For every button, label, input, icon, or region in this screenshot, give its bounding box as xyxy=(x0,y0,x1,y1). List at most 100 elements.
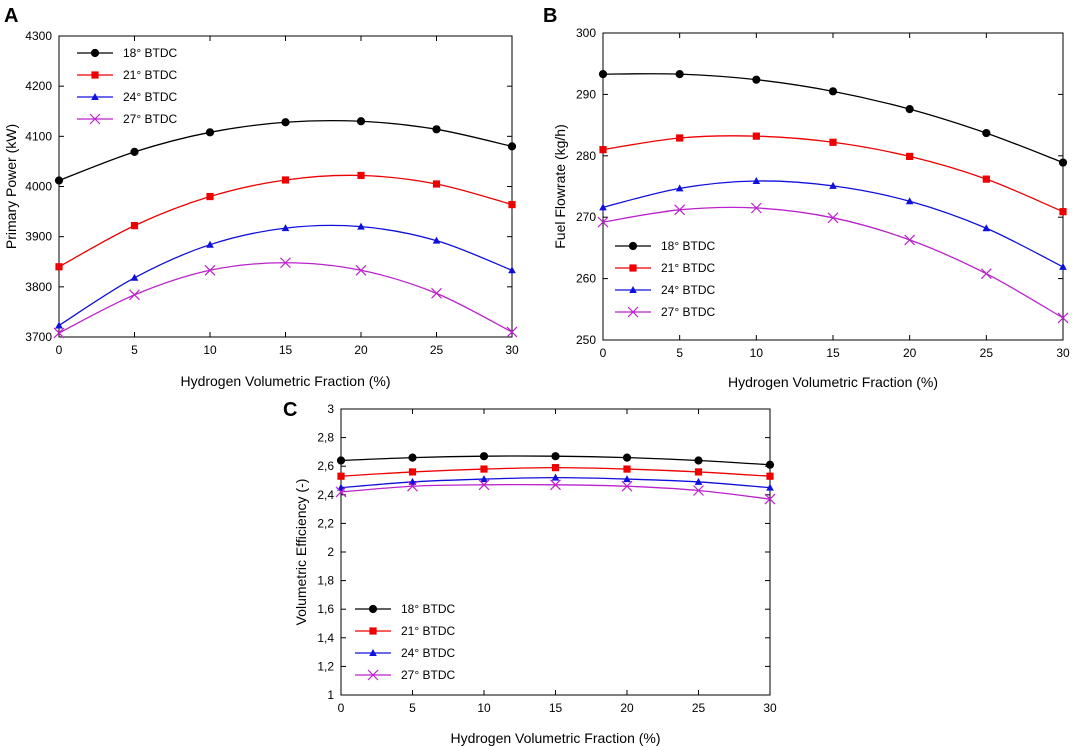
data-point xyxy=(506,326,518,338)
data-point xyxy=(356,117,366,126)
data-point xyxy=(432,236,441,244)
legend-label: 27° BTDC xyxy=(401,668,455,682)
legend-marker xyxy=(629,264,637,272)
data-point xyxy=(355,264,367,276)
data-point xyxy=(674,204,686,216)
data-point xyxy=(281,176,290,184)
data-point xyxy=(597,216,609,228)
data-point xyxy=(408,477,417,485)
data-point xyxy=(905,197,914,205)
data-point xyxy=(675,184,684,192)
data-point xyxy=(479,452,489,461)
chart-panel-a: A 0 5 10 15 20 25 30 3700 3800 3900 4000 4100 4200 430… xyxy=(3,5,519,389)
data-point xyxy=(623,475,631,483)
y-tick-label: 4000 xyxy=(25,180,52,194)
x-tick-label: 5 xyxy=(676,346,683,360)
data-point xyxy=(693,485,704,496)
series-3 xyxy=(599,176,1067,270)
data-point xyxy=(829,181,837,189)
series-1 xyxy=(336,452,775,469)
data-point xyxy=(906,152,914,161)
y-tick-label: 2,4 xyxy=(317,488,334,502)
data-point xyxy=(408,453,417,462)
x-tick-label: 20 xyxy=(903,346,917,360)
data-point xyxy=(508,266,516,274)
y-axis-label: Volumetric Efficiency (-) xyxy=(293,479,309,626)
y-tick-label: 270 xyxy=(576,210,596,224)
y-tick-label: 3800 xyxy=(25,280,52,294)
data-point xyxy=(752,132,760,140)
data-point xyxy=(1059,208,1067,216)
data-point xyxy=(752,75,761,84)
x-tick-label: 0 xyxy=(338,701,345,715)
data-point xyxy=(623,465,631,473)
y-tick-label: 280 xyxy=(576,149,596,163)
legend-label: 24° BTDC xyxy=(661,283,715,297)
series-2 xyxy=(337,464,774,480)
x-tick-label: 25 xyxy=(692,701,706,715)
data-point xyxy=(205,128,215,137)
series-4 xyxy=(335,479,776,505)
y-tick-label: 1,6 xyxy=(317,602,334,616)
data-point xyxy=(204,264,216,276)
y-tick-label: 4300 xyxy=(25,29,52,43)
data-point xyxy=(281,118,290,127)
data-point xyxy=(904,234,916,246)
legend-marker xyxy=(628,241,638,251)
data-point xyxy=(982,128,991,138)
data-point xyxy=(599,146,607,154)
legend-label: 18° BTDC xyxy=(123,46,177,60)
data-point xyxy=(980,268,992,280)
legend: 18° BTDC 21° BTDC 24° BTDC 27° BTDC xyxy=(615,239,715,319)
y-axis-label: Primary Power (kW) xyxy=(3,124,19,249)
data-point xyxy=(622,453,632,462)
x-tick-label: 0 xyxy=(600,346,607,360)
series-4 xyxy=(53,257,518,339)
data-point xyxy=(206,192,214,201)
legend-label: 21° BTDC xyxy=(661,261,715,275)
data-point xyxy=(431,287,442,299)
data-point xyxy=(130,273,139,281)
data-point xyxy=(357,171,365,180)
data-point xyxy=(336,456,346,465)
y-axis-label: Fuel Flowrate (kg/h) xyxy=(552,124,568,248)
y-tick-label: 2 xyxy=(327,545,334,559)
data-point xyxy=(694,477,703,485)
x-tick-label: 30 xyxy=(763,701,777,715)
x-tick-label: 20 xyxy=(354,343,368,357)
data-point xyxy=(828,87,838,96)
legend-marker xyxy=(90,48,100,58)
series-1 xyxy=(598,70,1068,167)
series-4 xyxy=(597,202,1069,324)
data-point xyxy=(1058,158,1068,167)
legend-label: 27° BTDC xyxy=(661,305,715,319)
legend-marker xyxy=(91,93,99,100)
y-tick-label: 4100 xyxy=(25,129,52,143)
data-point xyxy=(765,460,775,469)
data-point xyxy=(206,240,214,248)
x-tick-label: 25 xyxy=(980,346,994,360)
y-tick-label: 3900 xyxy=(25,230,52,244)
data-point xyxy=(335,486,347,498)
y-tick-label: 1,8 xyxy=(317,574,334,588)
data-point xyxy=(508,200,516,209)
data-point xyxy=(829,138,837,146)
x-tick-label: 20 xyxy=(620,701,634,715)
panel-letter: A xyxy=(4,5,18,27)
data-point xyxy=(982,175,990,183)
legend-label: 21° BTDC xyxy=(123,68,177,82)
data-point xyxy=(599,203,607,211)
y-tick-label: 290 xyxy=(576,87,596,101)
data-point xyxy=(551,452,560,461)
x-tick-label: 15 xyxy=(279,343,293,357)
data-point xyxy=(905,105,914,114)
legend-label: 21° BTDC xyxy=(401,624,455,638)
data-point xyxy=(53,327,65,339)
data-point xyxy=(337,483,345,491)
x-tick-label: 10 xyxy=(203,343,217,357)
data-point xyxy=(551,464,560,472)
legend-marker xyxy=(367,669,379,681)
data-point xyxy=(478,479,490,491)
data-point xyxy=(357,222,365,230)
data-point xyxy=(432,180,441,188)
